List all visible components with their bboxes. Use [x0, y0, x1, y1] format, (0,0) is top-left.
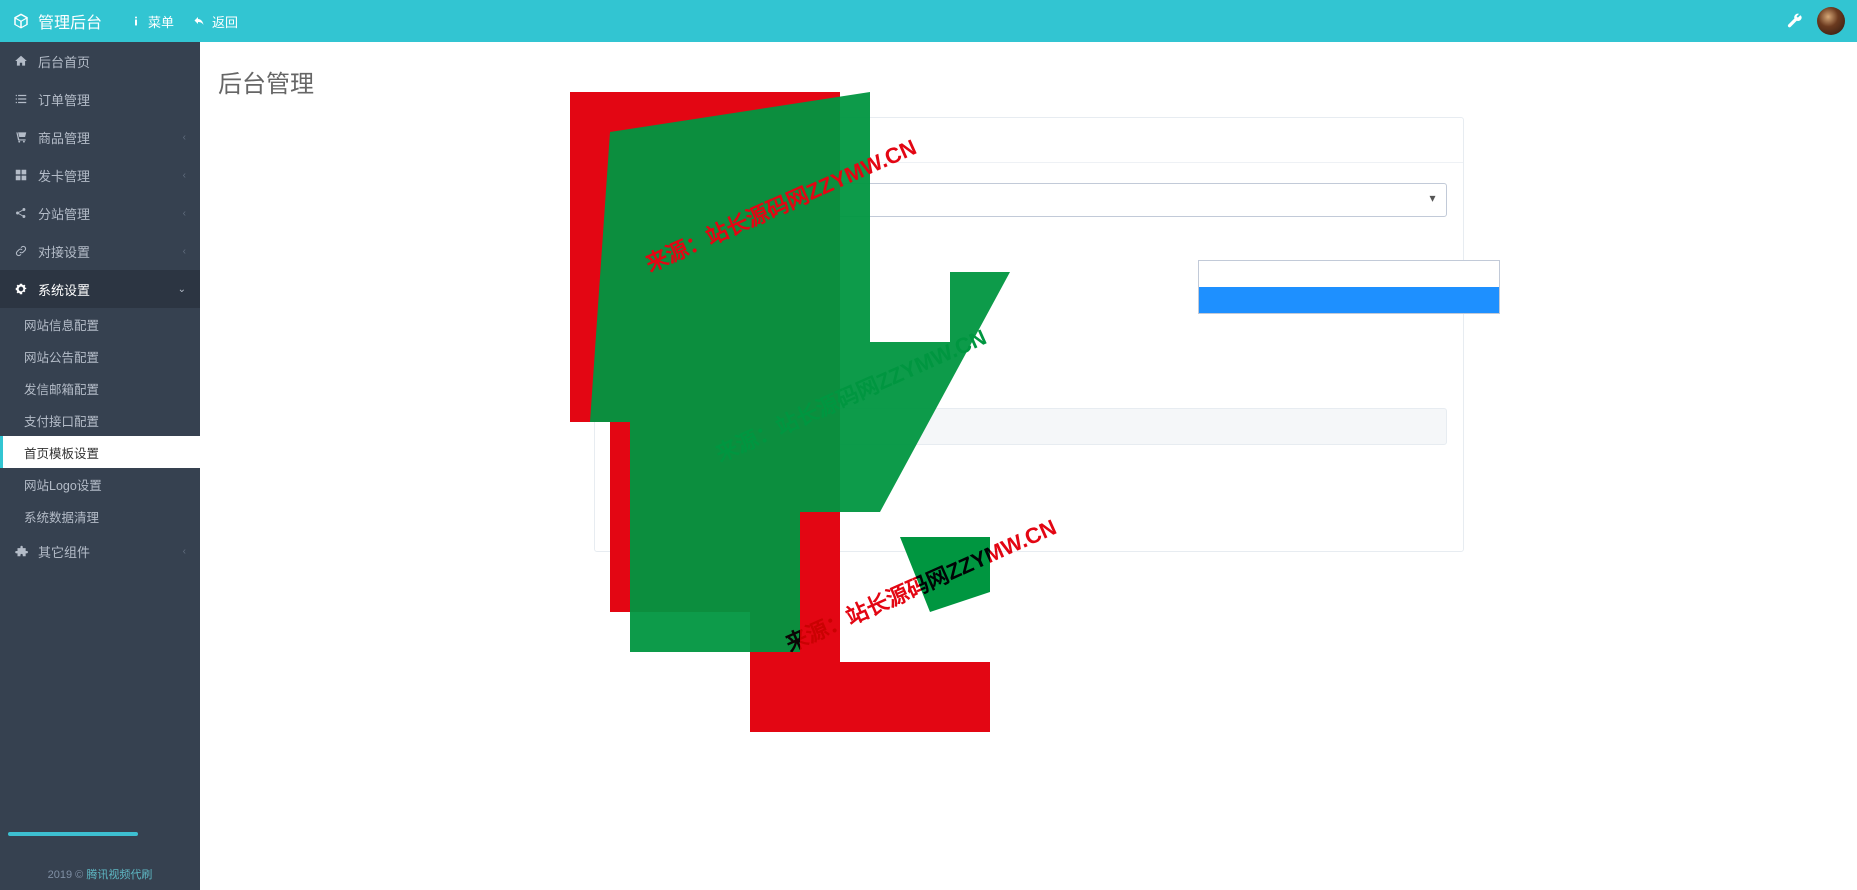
sidebar-subitem[interactable]: 网站Logo设置	[0, 468, 200, 500]
svg-text:i: i	[627, 422, 629, 431]
chevron-left-icon: ‹	[183, 246, 186, 257]
chevron-left-icon: ‹	[183, 170, 186, 181]
alert-template-mapping: i 网站模板对应	[611, 408, 1447, 445]
menu-label: 菜单	[148, 12, 174, 31]
list-icon	[14, 92, 28, 106]
brand: 管理后台	[12, 9, 102, 33]
label-cdn: 静态资源CDN	[611, 243, 731, 262]
gear-icon	[14, 282, 28, 296]
sidebar-item-label: 后台首页	[38, 52, 90, 71]
chevron-left-icon: ‹	[183, 546, 186, 557]
select-option[interactable]	[1199, 261, 1499, 287]
sidebar-item-label: 商品管理	[38, 128, 90, 147]
sidebar-item-cart[interactable]: 商品管理 ‹	[0, 118, 200, 156]
page-title: 后台管理	[200, 42, 1857, 117]
panel-template-settings: 首页模板设置 选择模板 静态资源CDN i 网站模	[594, 117, 1464, 552]
cart-icon	[14, 130, 28, 144]
sidebar-subitem[interactable]: 系统数据清理	[0, 500, 200, 532]
chevron-left-icon: ‹	[183, 132, 186, 143]
avatar[interactable]	[1817, 7, 1845, 35]
back-button[interactable]: 返回	[192, 12, 238, 31]
topbar: 管理后台 菜单 返回	[0, 0, 1857, 42]
sidebar-item-list[interactable]: 订单管理	[0, 80, 200, 118]
select-template-dropdown[interactable]	[1198, 260, 1500, 314]
sidebar-subitem[interactable]: 网站公告配置	[0, 340, 200, 372]
sidebar: 后台首页订单管理商品管理 ‹ 发卡管理 ‹ 分站管理 ‹ 对接设置 ‹ 系统设置 ⌄ 网站信息配置网…	[0, 42, 200, 890]
back-icon	[192, 15, 206, 27]
sidebar-item-share[interactable]: 分站管理 ‹	[0, 194, 200, 232]
info-circle-icon: i	[622, 420, 636, 434]
select-option-selected[interactable]	[1199, 287, 1499, 313]
brand-text: 管理后台	[38, 9, 102, 33]
sidebar-item-label: 发卡管理	[38, 166, 90, 185]
share-icon	[14, 206, 28, 220]
sidebar-item-home[interactable]: 后台首页	[0, 42, 200, 80]
sidebar-item-label: 其它组件	[38, 542, 90, 561]
sidebar-subitem[interactable]: 支付接口配置	[0, 404, 200, 436]
sidebar-item-label: 对接设置	[38, 242, 90, 261]
sidebar-item-label: 分站管理	[38, 204, 90, 223]
cube-icon	[12, 12, 30, 30]
wrench-icon[interactable]	[1787, 13, 1803, 29]
home-icon	[14, 54, 28, 68]
sidebar-subitem[interactable]: 发信邮箱配置	[0, 372, 200, 404]
chevron-down-icon: ⌄	[178, 284, 186, 295]
back-label: 返回	[212, 12, 238, 31]
label-select-template: 选择模板	[611, 191, 731, 210]
puzzle-icon	[14, 544, 28, 558]
info-icon	[130, 15, 142, 27]
sidebar-subitem[interactable]: 首页模板设置	[0, 436, 200, 468]
link-icon	[14, 244, 28, 258]
footer-link[interactable]: 腾讯视频代刷	[86, 869, 152, 881]
sidebar-item-grid[interactable]: 发卡管理 ‹	[0, 156, 200, 194]
chevron-left-icon: ‹	[183, 208, 186, 219]
sidebar-item-label: 系统设置	[38, 280, 90, 299]
panel-heading: 首页模板设置	[595, 118, 1463, 163]
sidebar-item-label: 订单管理	[38, 90, 90, 109]
sidebar-item-link[interactable]: 对接设置 ‹	[0, 232, 200, 270]
sidebar-item-gear[interactable]: 系统设置 ⌄	[0, 270, 200, 308]
sidebar-scroll-indicator	[8, 832, 138, 836]
sidebar-footer: 2019 © 腾讯视频代刷	[0, 866, 200, 882]
menu-button[interactable]: 菜单	[130, 12, 174, 31]
main: 后台管理 首页模板设置 选择模板 静态资源CDN	[200, 42, 1857, 890]
sidebar-item-puzzle[interactable]: 其它组件 ‹	[0, 532, 200, 570]
grid-icon	[14, 168, 28, 182]
sidebar-subitem[interactable]: 网站信息配置	[0, 308, 200, 340]
select-template[interactable]	[731, 183, 1447, 217]
